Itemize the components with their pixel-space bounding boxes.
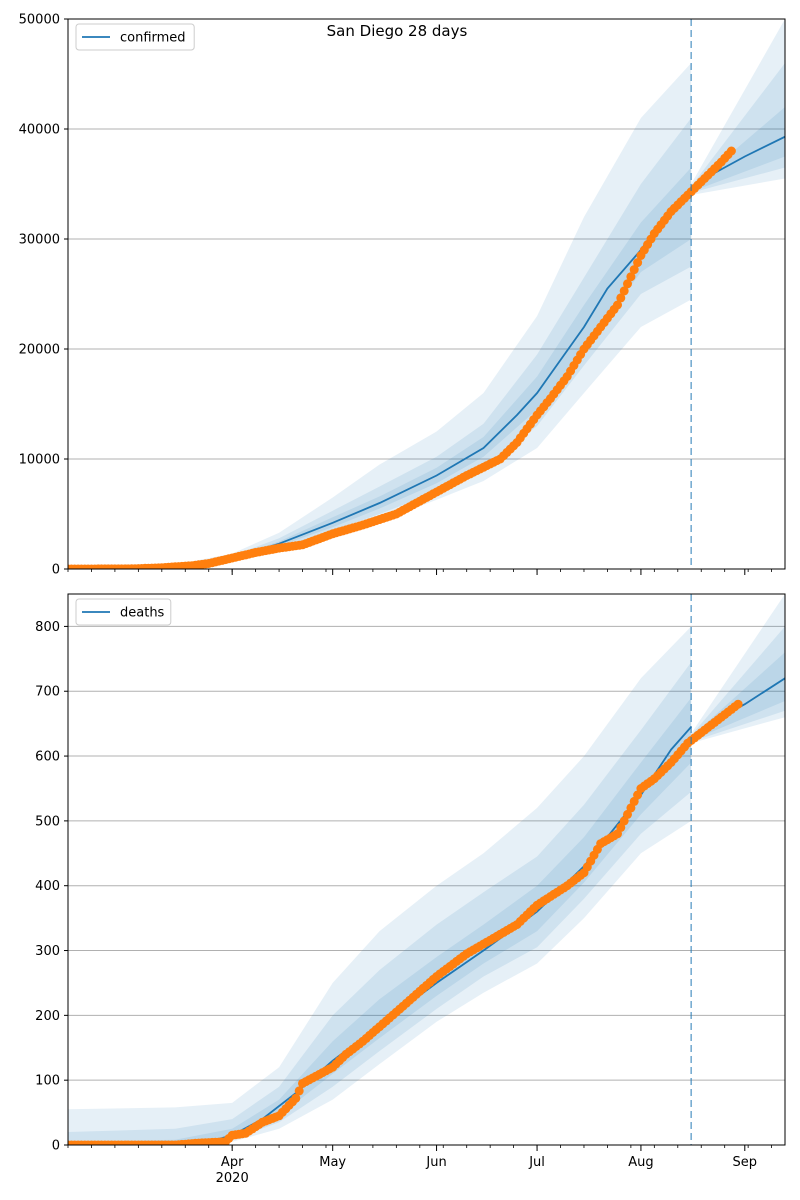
uncertainty-band (691, 19, 785, 195)
observed-point (733, 699, 743, 709)
legend-label: deaths (120, 606, 165, 621)
y-tick-label: 30000 (19, 233, 60, 248)
uncertainty-band (68, 662, 692, 1145)
observed-point (616, 293, 626, 303)
x-tick-label: Aug (628, 1155, 653, 1170)
y-tick-label: 20000 (19, 343, 60, 358)
axes-frame (67, 593, 786, 1146)
y-tick-label: 700 (35, 685, 60, 700)
y-tick-label: 500 (35, 814, 60, 829)
observed-point (294, 1086, 304, 1096)
axes-frame (67, 18, 786, 570)
y-tick-label: 600 (35, 750, 60, 765)
uncertainty-band (691, 626, 785, 742)
observed-point (619, 286, 629, 296)
observed-point (291, 1093, 301, 1103)
x-tick-sublabel: 2020 (216, 1171, 249, 1186)
x-tick-label: Sep (733, 1155, 758, 1170)
observed-point (633, 258, 643, 268)
y-tick-label: 100 (35, 1074, 60, 1089)
y-tick-label: 0 (52, 1139, 60, 1154)
x-tick-label: Jun (425, 1155, 446, 1170)
figure-title: San Diego 28 days (327, 22, 468, 40)
legend-label: confirmed (120, 31, 186, 46)
y-tick-label: 800 (35, 620, 60, 635)
uncertainty-band (68, 167, 692, 569)
legend-box (75, 598, 172, 626)
uncertainty-band (68, 63, 692, 569)
y-tick-label: 400 (35, 879, 60, 894)
y-tick-label: 0 (52, 563, 60, 578)
y-tick-label: 10000 (19, 453, 60, 468)
plot-area (68, 19, 785, 569)
observed-point (623, 279, 632, 289)
y-tick-label: 40000 (19, 123, 60, 138)
legend-box (75, 23, 195, 51)
observed-point (613, 300, 622, 310)
legend: confirmed (75, 23, 195, 51)
observed-point (726, 146, 736, 156)
uncertainty-band (68, 118, 692, 569)
uncertainty-band (691, 63, 785, 193)
x-tick-label: Jul (528, 1155, 545, 1170)
y-tick-label: 200 (35, 1009, 60, 1024)
x-tick-label: May (319, 1155, 346, 1170)
confirmed-panel: 0 10000 20000 30000 40000 50000 confirmed (19, 13, 786, 578)
observed-point (626, 272, 636, 282)
y-tick-label: 300 (35, 944, 60, 959)
y-tick-label: 50000 (19, 13, 60, 28)
plot-area (68, 594, 785, 1145)
observed-point (629, 265, 639, 275)
legend: deaths (75, 598, 172, 626)
x-tick-label: Apr (221, 1155, 244, 1170)
uncertainty-band (691, 594, 785, 744)
